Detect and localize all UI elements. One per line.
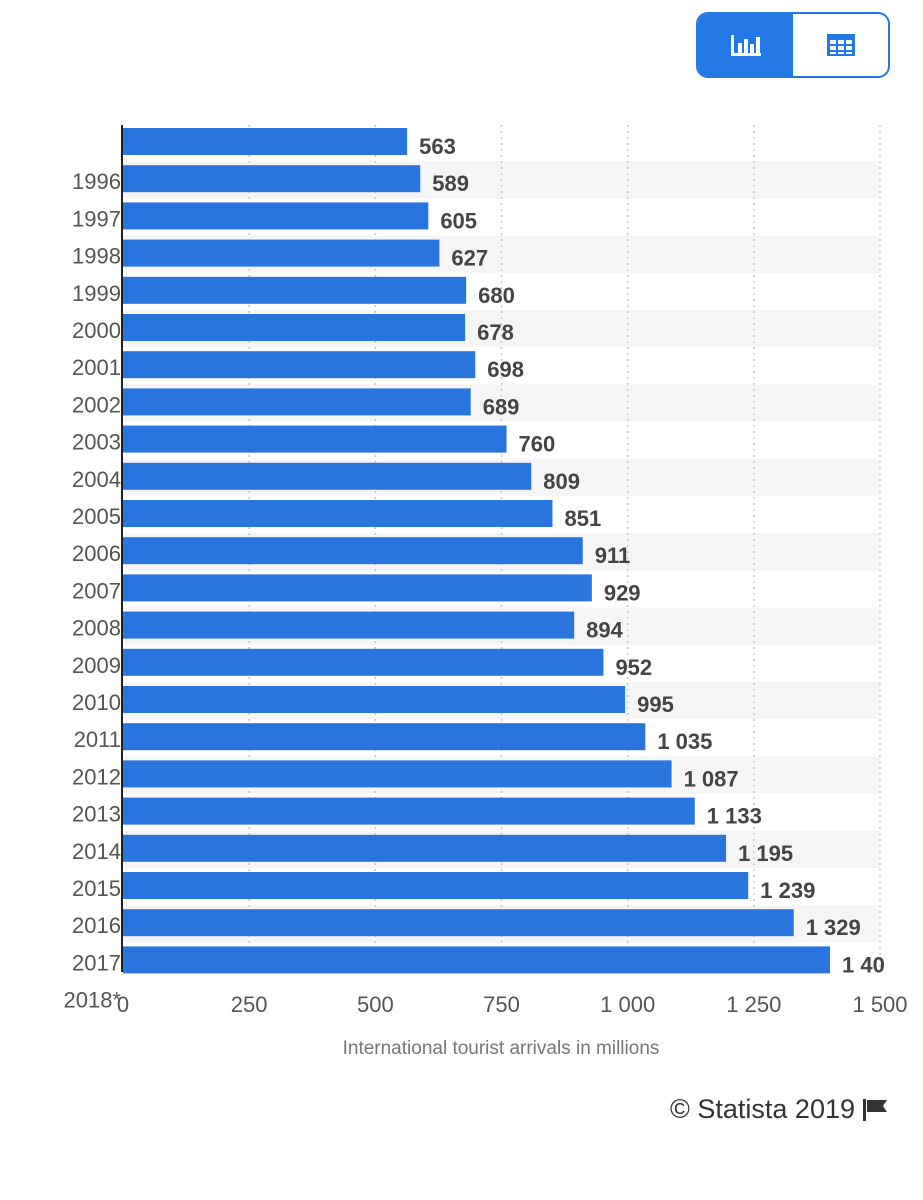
y-category-label: 2014 (72, 839, 121, 864)
bar-value-label: 678 (477, 320, 514, 345)
bar-value-label: 1 329 (806, 915, 861, 940)
x-tick-label: 250 (231, 992, 268, 1017)
y-category-label: 2006 (72, 541, 121, 566)
y-category-label: 2011 (74, 727, 121, 752)
y-category-label: 2001 (72, 355, 121, 380)
bar (123, 462, 532, 490)
bar-value-label: 1 133 (707, 804, 762, 829)
bar-value-label: 698 (487, 357, 524, 382)
bar (123, 500, 553, 527)
y-category-label: 2004 (72, 467, 121, 492)
bar (123, 648, 604, 676)
chart-view-button[interactable] (698, 14, 793, 76)
bar (123, 425, 507, 453)
y-category-label: 2017 (72, 950, 121, 975)
table-view-button[interactable] (793, 14, 888, 76)
bar (123, 611, 575, 639)
view-toggle (696, 12, 890, 78)
bar-value-label: 627 (451, 246, 488, 271)
bar (123, 537, 583, 565)
y-category-label: 1996 (72, 169, 121, 194)
y-category-label: 1997 (72, 206, 121, 231)
bar (123, 686, 626, 713)
y-category-label: 1999 (72, 281, 121, 306)
y-category-label: 2005 (72, 504, 121, 529)
bar (123, 797, 695, 825)
bar (123, 723, 646, 751)
bar-value-label: 809 (543, 469, 580, 494)
bar (123, 165, 421, 193)
x-axis-title: International tourist arrivals in millio… (343, 1038, 660, 1059)
bar-value-label: 995 (637, 692, 674, 717)
x-tick-label: 1 000 (600, 992, 655, 1017)
bar (123, 872, 749, 899)
bar (123, 314, 466, 341)
bar-value-label: 689 (483, 394, 520, 419)
x-tick-label: 500 (357, 992, 394, 1017)
y-category-label: 2016 (72, 913, 121, 938)
bar-value-label: 851 (564, 506, 601, 531)
y-category-label: 2012 (72, 764, 121, 789)
x-tick-label: 0 (117, 992, 129, 1017)
bar (123, 202, 429, 230)
bar (123, 276, 467, 304)
y-category-label: 2007 (72, 578, 121, 603)
y-category-label: 2018* (63, 988, 121, 1013)
bar-value-label: 1 239 (760, 878, 815, 903)
bar-chart: 563 589 605 627 680 678 698 689 760 809 851 911 929 8… (63, 125, 908, 1059)
bar-value-label: 929 (604, 580, 641, 605)
bar (123, 128, 408, 155)
bar-value-label: 760 (519, 432, 556, 457)
bar (123, 834, 727, 862)
statista-credit[interactable]: © Statista 2019 (670, 1094, 891, 1125)
y-category-label: 2008 (72, 616, 121, 641)
bar (123, 351, 476, 379)
x-tick-label: 1 500 (852, 992, 907, 1017)
y-category-label: 2000 (72, 318, 121, 343)
bar-value-label: 911 (595, 543, 631, 568)
bar-value-label: 1 087 (684, 766, 739, 791)
y-category-label: 2013 (72, 802, 121, 827)
bar-value-label: 1 40 (842, 952, 885, 977)
bar (123, 946, 831, 974)
bar (123, 239, 440, 267)
bar-value-label: 1 195 (738, 841, 793, 866)
y-category-label: 2003 (72, 430, 121, 455)
x-tick-label: 750 (483, 992, 520, 1017)
bar-value-label: 680 (478, 283, 515, 308)
bar (123, 909, 794, 937)
bar-value-label: 894 (586, 618, 623, 643)
credit-text: © Statista 2019 (669, 1094, 855, 1124)
bar-value-label: 952 (615, 655, 652, 680)
bar (123, 760, 672, 788)
bar-value-label: 1 035 (657, 729, 712, 754)
y-category-label: 2002 (72, 392, 121, 417)
y-category-label: 1998 (72, 244, 121, 269)
bar-value-label: 563 (419, 134, 456, 159)
y-category-label: 2015 (72, 876, 121, 901)
bar-value-label: 589 (432, 171, 469, 196)
table-icon (826, 34, 855, 56)
bar (123, 388, 471, 416)
flag-icon (863, 1098, 887, 1121)
x-tick-label: 1 250 (726, 992, 781, 1017)
y-category-label: 2009 (72, 653, 121, 678)
bar (123, 574, 592, 602)
bar-chart-icon (730, 35, 761, 56)
bar-value-label: 605 (440, 208, 477, 233)
y-category-label: 2010 (72, 690, 121, 715)
